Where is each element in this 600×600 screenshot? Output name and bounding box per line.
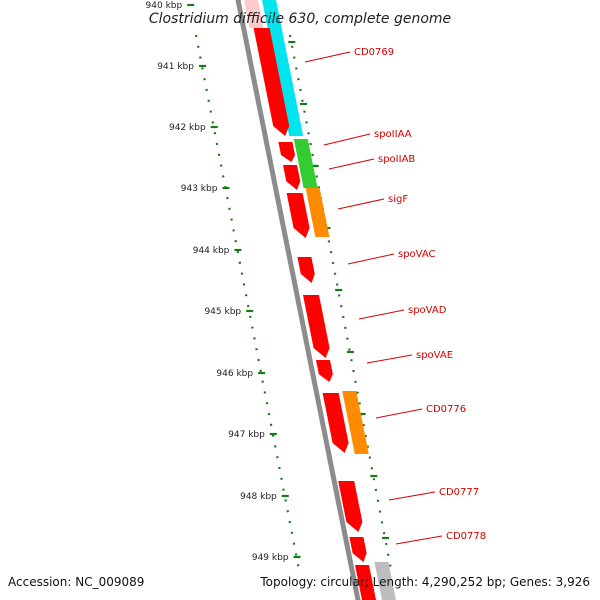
gene-label[interactable]: spoVAD (408, 305, 447, 316)
ruler-tick-label: 949 kbp (252, 553, 289, 563)
gene-label[interactable]: CD0777 (439, 487, 479, 498)
feature-spoiiaa-green[interactable] (293, 139, 313, 162)
ruler-tick-label: 940 kbp (146, 1, 183, 11)
feature-cds-red[interactable] (322, 393, 349, 453)
feature-cds-red[interactable] (355, 565, 376, 600)
label-leader-line (304, 51, 351, 63)
feature-sigf-orange[interactable] (305, 188, 330, 237)
label-leader-line (328, 158, 375, 170)
label-leader-line (358, 309, 405, 320)
feature-cds-red[interactable] (303, 295, 330, 358)
map-title: Clostridium difficile 630, complete geno… (149, 11, 451, 27)
gene-label[interactable]: CD0776 (426, 404, 466, 415)
gene-label[interactable]: spoIIAA (374, 129, 412, 140)
label-leader-line (395, 535, 443, 545)
backbone-line (235, 0, 361, 600)
label-leader-line (337, 198, 385, 210)
ruler-tick-label: 941 kbp (157, 62, 194, 72)
feature-cd0769-cyan[interactable] (262, 0, 304, 136)
accession-text: Accession: NC_009089 (8, 575, 144, 589)
ruler-tick-label: 945 kbp (204, 307, 241, 317)
gene-label[interactable]: spoIIAB (378, 154, 415, 165)
gene-label[interactable]: spoVAE (416, 350, 453, 361)
feature-cds-red[interactable] (283, 165, 301, 190)
gene-label[interactable]: CD0769 (354, 47, 394, 58)
label-leader-line (375, 408, 423, 419)
feature-cd0776-orange[interactable] (342, 391, 369, 454)
gene-label[interactable]: spoVAC (398, 249, 436, 260)
genome-summary-text: Topology: circular; Length: 4,290,252 bp… (259, 575, 590, 589)
feature-cds-red[interactable] (253, 28, 290, 136)
label-leader-line (366, 354, 413, 364)
feature-cds-red[interactable] (349, 537, 367, 562)
feature-cds-red[interactable] (297, 257, 315, 283)
label-leader-line (388, 491, 436, 501)
feature-grey[interactable] (374, 562, 396, 600)
gene-label[interactable]: sigF (388, 194, 408, 205)
ruler-tick-label: 948 kbp (240, 492, 277, 502)
ruler-tick-label: 944 kbp (193, 246, 230, 256)
feature-cds-red[interactable] (278, 142, 295, 162)
ruler-tick-label: 947 kbp (228, 430, 265, 440)
label-leader-line (347, 253, 395, 265)
feature-spoiiab-green[interactable] (298, 162, 318, 188)
feature-cds-red[interactable] (286, 193, 310, 238)
label-leader-line (323, 133, 371, 146)
feature-cds-red[interactable] (316, 360, 333, 382)
gene-label[interactable]: CD0778 (446, 531, 486, 542)
ruler-tick-label: 946 kbp (216, 369, 253, 379)
feature-cds-red[interactable] (338, 481, 363, 532)
ruler-tick-label: 943 kbp (181, 184, 218, 194)
feature-top-pink[interactable] (244, 0, 264, 28)
ruler-tick-label: 942 kbp (169, 123, 206, 133)
